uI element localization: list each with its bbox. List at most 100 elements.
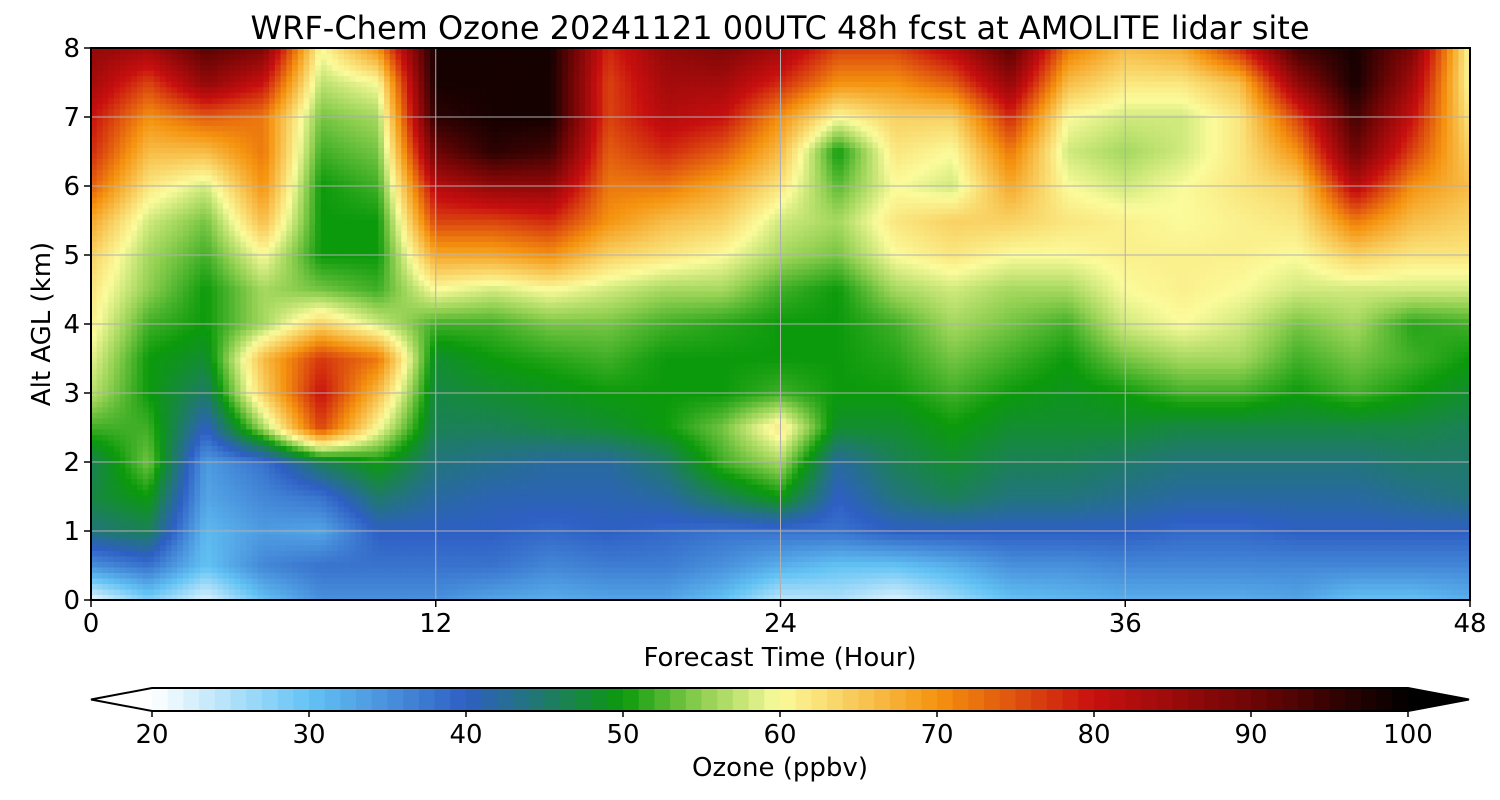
- heatmap-cell: [97, 98, 103, 104]
- heatmap-cell: [148, 407, 154, 413]
- heatmap-cell: [120, 539, 126, 545]
- heatmap-cell: [148, 451, 154, 457]
- heatmap-cell: [154, 506, 160, 512]
- heatmap-cell: [97, 539, 103, 545]
- heatmap-cell: [114, 70, 120, 76]
- heatmap-cell: [131, 120, 137, 126]
- heatmap-cell: [125, 103, 131, 109]
- heatmap-cell: [97, 136, 103, 142]
- heatmap-cell: [137, 175, 143, 181]
- heatmap-cell: [143, 412, 149, 418]
- heatmap-cell: [125, 589, 131, 595]
- heatmap-cell: [131, 423, 137, 429]
- heatmap-cell: [120, 76, 126, 82]
- heatmap-cell: [108, 153, 114, 159]
- heatmap-cell: [166, 429, 172, 435]
- heatmap-cell: [102, 341, 108, 347]
- heatmap-cell: [108, 445, 114, 451]
- heatmap-cell: [114, 81, 120, 87]
- heatmap-cell: [114, 280, 120, 286]
- heatmap-cell: [137, 302, 143, 308]
- heatmap-cell: [154, 125, 160, 131]
- heatmap-cell: [143, 131, 149, 137]
- heatmap-cell: [125, 429, 131, 435]
- heatmap-cell: [108, 423, 114, 429]
- heatmap-cell: [114, 103, 120, 109]
- heatmap-cell: [120, 186, 126, 192]
- heatmap-cell: [166, 440, 172, 446]
- heatmap-cell: [143, 302, 149, 308]
- heatmap-cell: [120, 583, 126, 589]
- heatmap-cell: [97, 583, 103, 589]
- heatmap-cell: [154, 374, 160, 380]
- heatmap-cell: [160, 81, 166, 87]
- heatmap-cell: [114, 225, 120, 231]
- heatmap-cell: [102, 247, 108, 253]
- heatmap-cell: [160, 87, 166, 93]
- heatmap-cell: [148, 164, 154, 170]
- heatmap-cell: [102, 374, 108, 380]
- heatmap-cell: [125, 506, 131, 512]
- heatmap-cell: [154, 550, 160, 556]
- heatmap-cell: [131, 396, 137, 402]
- heatmap-cell: [131, 501, 137, 507]
- heatmap-cell: [108, 186, 114, 192]
- heatmap-cell: [120, 164, 126, 170]
- heatmap-cell: [120, 54, 126, 60]
- heatmap-cell: [143, 445, 149, 451]
- heatmap-cell: [143, 103, 149, 109]
- heatmap-cell: [131, 512, 137, 518]
- heatmap-cell: [125, 412, 131, 418]
- heatmap-cell: [97, 142, 103, 148]
- heatmap-cell: [148, 550, 154, 556]
- heatmap-cell: [120, 440, 126, 446]
- heatmap-cell: [148, 556, 154, 562]
- heatmap-cell: [137, 87, 143, 93]
- heatmap-cell: [97, 484, 103, 490]
- heatmap-cell: [125, 567, 131, 573]
- heatmap-cell: [97, 561, 103, 567]
- heatmap-cell: [160, 153, 166, 159]
- heatmap-cell: [102, 92, 108, 98]
- heatmap-cell: [114, 368, 120, 374]
- heatmap-cell: [125, 363, 131, 369]
- heatmap-cell: [154, 258, 160, 264]
- heatmap-cell: [125, 186, 131, 192]
- heatmap-cell: [97, 578, 103, 584]
- heatmap-cell: [148, 484, 154, 490]
- heatmap-cell: [125, 258, 131, 264]
- heatmap-cell: [154, 363, 160, 369]
- heatmap-cell: [102, 357, 108, 363]
- heatmap-cell: [97, 545, 103, 551]
- heatmap-cell: [154, 429, 160, 435]
- heatmap-cell: [108, 335, 114, 341]
- heatmap-cell: [108, 285, 114, 291]
- heatmap-cell: [154, 440, 160, 446]
- heatmap-cell: [166, 346, 172, 352]
- heatmap-cell: [166, 341, 172, 347]
- heatmap-cell: [114, 65, 120, 71]
- heatmap-cell: [102, 136, 108, 142]
- heatmap-cell: [114, 556, 120, 562]
- heatmap-cell: [97, 280, 103, 286]
- heatmap-cell: [125, 197, 131, 203]
- heatmap-cell: [97, 385, 103, 391]
- heatmap-cell: [148, 330, 154, 336]
- heatmap-cell: [137, 280, 143, 286]
- heatmap-cell: [131, 572, 137, 578]
- heatmap-cell: [108, 495, 114, 501]
- heatmap-cell: [120, 401, 126, 407]
- heatmap-cell: [143, 280, 149, 286]
- heatmap-cell: [160, 147, 166, 153]
- heatmap-cell: [143, 269, 149, 275]
- heatmap-cell: [102, 208, 108, 214]
- heatmap-cell: [137, 324, 143, 330]
- heatmap-cell: [108, 169, 114, 175]
- heatmap-cell: [114, 136, 120, 142]
- ozone-figure: WRF-Chem Ozone 20241121 00UTC 48h fcst a…: [0, 0, 1500, 800]
- heatmap-cell: [137, 468, 143, 474]
- heatmap-cell: [137, 147, 143, 153]
- heatmap-cell: [131, 379, 137, 385]
- heatmap-cell: [160, 423, 166, 429]
- heatmap-cell: [120, 175, 126, 181]
